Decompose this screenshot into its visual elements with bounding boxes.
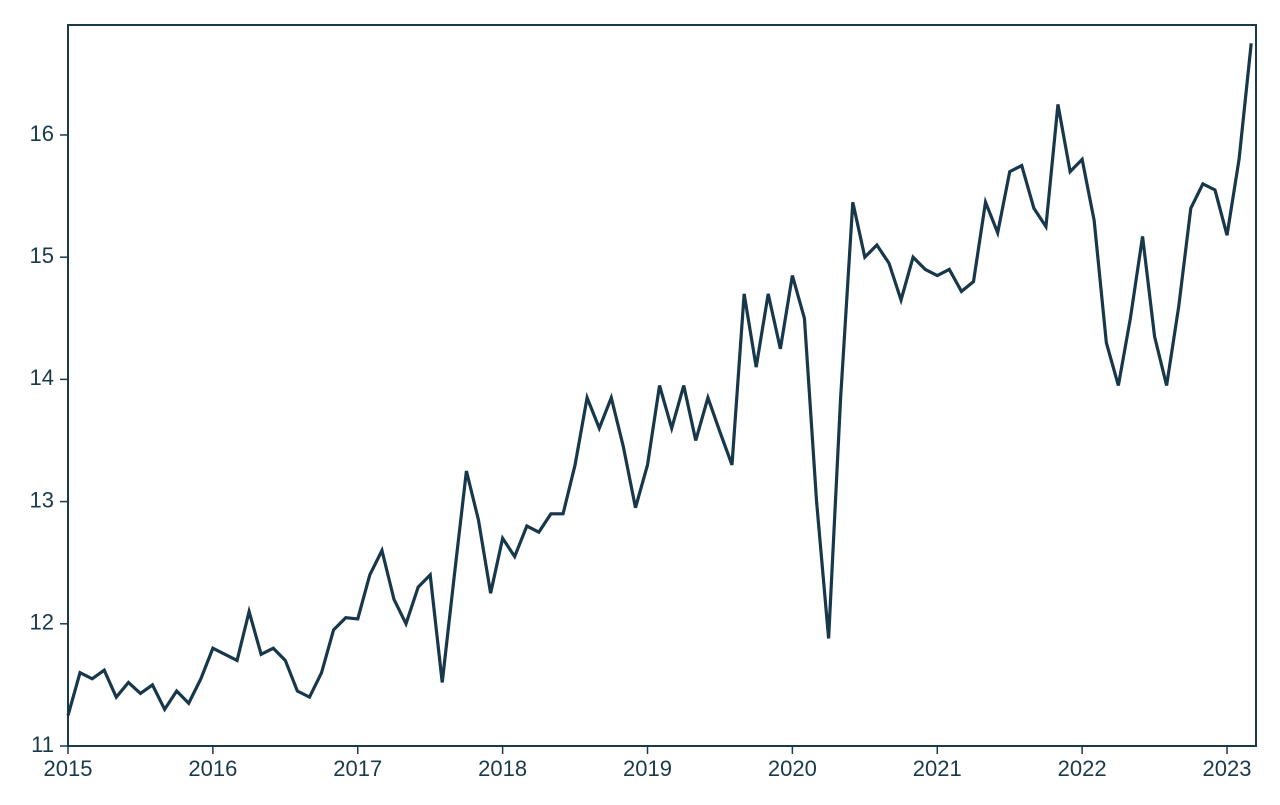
y-tick-label: 11 [31,732,54,757]
x-tick-label: 2015 [44,756,93,781]
y-tick-label: 13 [30,487,54,512]
x-tick-label: 2018 [478,756,527,781]
x-tick-label: 2023 [1203,756,1252,781]
x-tick-label: 2016 [188,756,237,781]
x-tick-label: 2017 [333,756,382,781]
line-chart: 11 12 13 14 15 16 2015 2016 2017 2018 2019 2020 2021… [0,0,1280,805]
y-tick-label: 14 [30,365,54,390]
y-tick-label: 16 [30,121,54,146]
y-tick-label: 12 [30,610,54,635]
y-tick-label: 15 [30,243,54,268]
x-tick-label: 2019 [623,756,672,781]
x-tick-label: 2021 [913,756,962,781]
x-tick-label: 2020 [768,756,817,781]
chart-bg [0,0,1280,805]
chart-svg: 11 12 13 14 15 16 2015 2016 2017 2018 2019 2020 2021… [0,0,1280,805]
x-tick-label: 2022 [1058,756,1107,781]
